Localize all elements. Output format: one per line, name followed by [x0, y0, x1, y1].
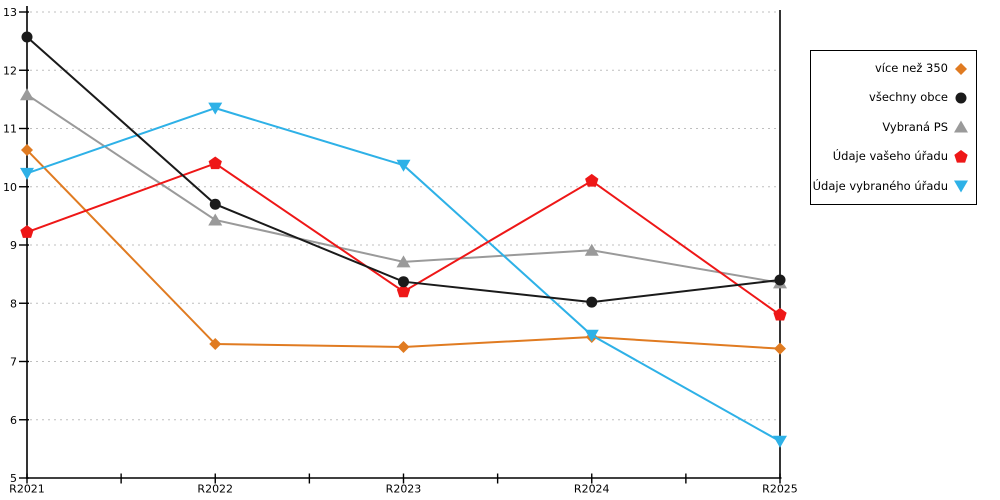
legend: více než 350 všechny obce Vybraná PS Údaje … — [810, 50, 977, 205]
x-tick-label: R2021 — [9, 483, 45, 496]
legend-item-label: Vybraná PS — [882, 119, 948, 134]
diamond-marker-icon — [955, 62, 967, 75]
data-point-marker — [208, 156, 222, 170]
data-point-marker — [954, 120, 968, 133]
data-point-marker — [21, 31, 33, 43]
series-4 — [20, 102, 787, 448]
x-tick-label: R2022 — [197, 483, 233, 496]
triangle-down-marker-icon — [954, 180, 968, 193]
data-point-marker — [773, 435, 787, 448]
circle-marker-icon — [955, 92, 967, 104]
x-tick-label: R2024 — [574, 483, 610, 496]
legend-item-label: Údaje vybraného úřadu — [812, 178, 948, 193]
data-point-marker — [21, 144, 33, 157]
series-line — [26, 93, 781, 284]
y-tick-label: 13 — [3, 6, 17, 19]
data-point-marker — [773, 307, 787, 321]
y-tick-label: 8 — [10, 297, 17, 310]
data-point-marker — [396, 284, 411, 298]
triangle-up-marker-icon — [954, 120, 968, 133]
legend-item-label: Údaje vašeho úřadu — [832, 149, 948, 164]
y-tick-label: 10 — [3, 181, 17, 194]
y-tick-label: 6 — [10, 414, 17, 427]
data-point-marker — [208, 213, 223, 226]
data-point-marker — [20, 167, 34, 180]
data-point-marker — [398, 276, 409, 288]
y-tick-label: 9 — [10, 239, 17, 252]
legend-item[interactable]: Údaje vybraného úřadu — [811, 176, 976, 196]
legend-item[interactable]: více než 350 — [811, 59, 976, 79]
data-point-marker — [774, 342, 786, 355]
y-tick-label: 12 — [3, 64, 17, 77]
series-0 — [21, 144, 786, 355]
data-point-marker — [396, 159, 411, 172]
series-3 — [20, 156, 787, 321]
data-point-marker — [954, 180, 968, 193]
data-point-marker — [585, 173, 599, 187]
x-tick-label: R2023 — [386, 483, 422, 496]
legend-item-label: všechny obce — [869, 90, 948, 105]
series-1 — [21, 31, 786, 308]
data-point-marker — [20, 88, 34, 101]
data-point-marker — [397, 340, 410, 353]
y-tick-label: 7 — [10, 356, 17, 369]
y-tick-label: 5 — [10, 472, 17, 485]
data-point-marker — [586, 296, 598, 308]
data-point-marker — [584, 329, 599, 342]
data-point-marker — [954, 149, 968, 163]
data-point-marker — [209, 198, 221, 210]
data-point-marker — [774, 274, 786, 286]
x-tick-label: R2025 — [762, 483, 798, 496]
data-point-marker — [955, 92, 967, 104]
data-point-marker — [208, 102, 223, 115]
data-point-marker — [396, 255, 411, 268]
data-point-marker — [20, 225, 34, 238]
series-line — [26, 107, 781, 443]
legend-item[interactable]: Vybraná PS — [811, 117, 976, 137]
legend-item-label: více než 350 — [874, 60, 948, 75]
series-2 — [20, 88, 787, 289]
data-point-marker — [584, 243, 599, 256]
pentagon-marker-icon — [954, 149, 968, 163]
legend-item[interactable]: všechny obce — [811, 88, 976, 108]
legend-item[interactable]: Údaje vašeho úřadu — [811, 147, 976, 167]
y-tick-label: 11 — [3, 123, 17, 136]
data-point-marker — [209, 338, 222, 351]
data-point-marker — [955, 62, 967, 75]
series-line — [26, 149, 781, 350]
